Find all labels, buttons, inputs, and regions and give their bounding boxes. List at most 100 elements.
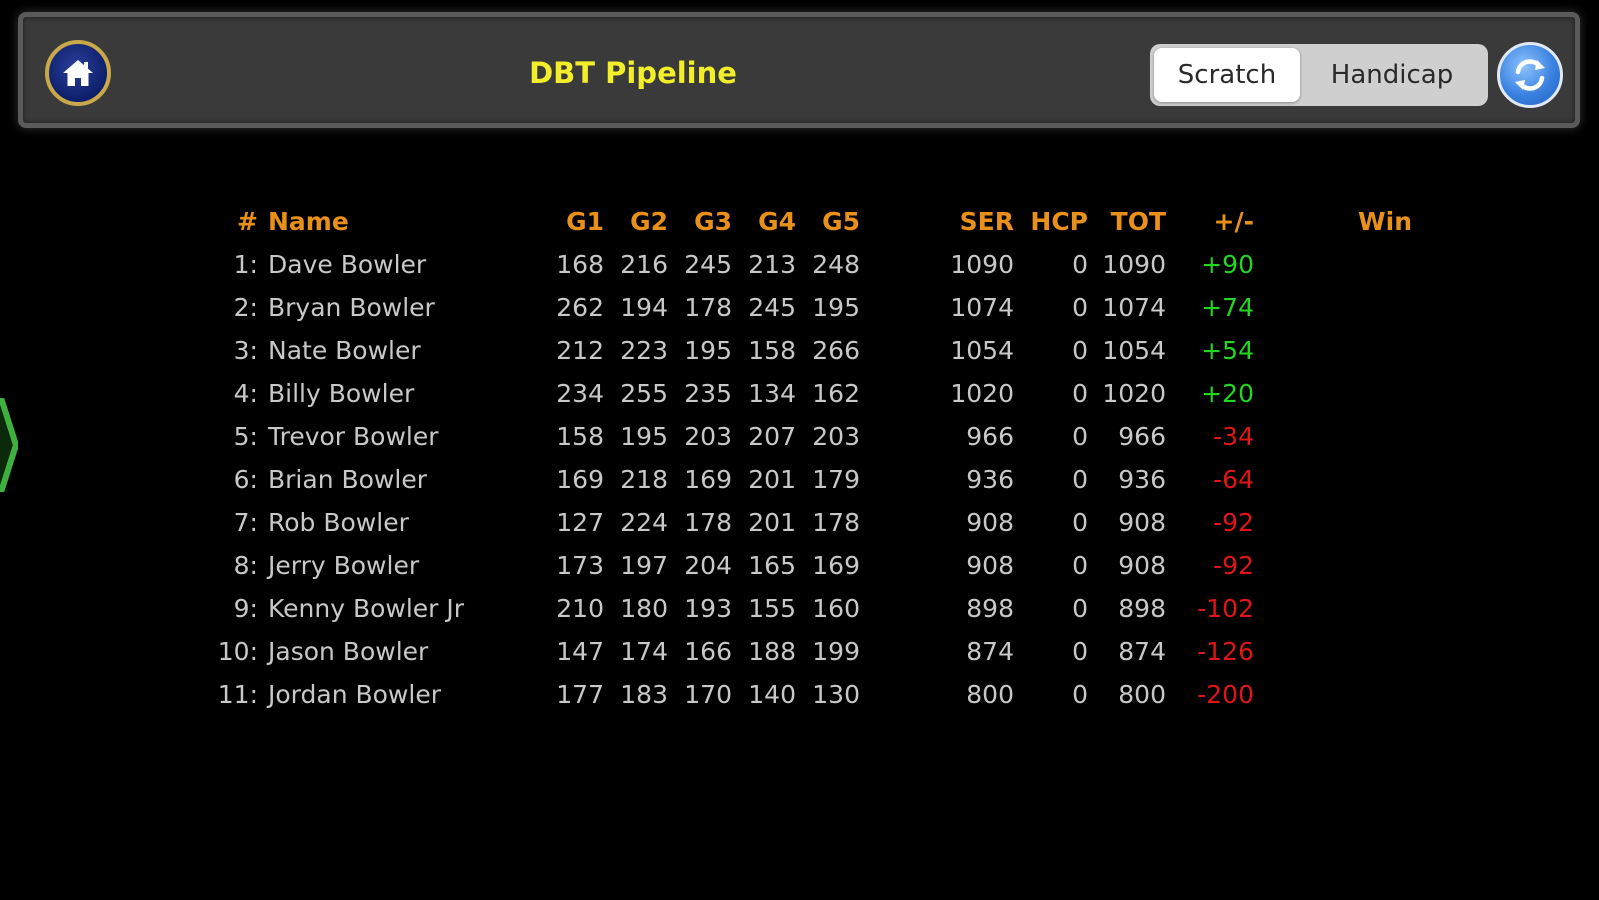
- cell-name: Jerry Bowler: [268, 551, 420, 580]
- cell-tot: 1074: [1102, 293, 1166, 322]
- column-header-g3: G3: [694, 207, 732, 236]
- cell-g3: 204: [684, 551, 732, 580]
- cell-g4: 134: [748, 379, 796, 408]
- cell-g1: 147: [556, 637, 604, 666]
- page-title: DBT Pipeline: [529, 56, 737, 90]
- cell-tot: 800: [1118, 680, 1166, 709]
- table-row[interactable]: 11: Jordan Bowler 177 183 170 140 130 800 0 800 -2…: [0, 673, 1599, 716]
- column-header-hcp: HCP: [1030, 207, 1088, 236]
- table-row[interactable]: 5: Trevor Bowler 158 195 203 207 203 966 0 966 -34: [0, 415, 1599, 458]
- cell-g2: 224: [620, 508, 668, 537]
- cell-g3: 193: [684, 594, 732, 623]
- cell-g5: 179: [812, 465, 860, 494]
- cell-g2: 194: [620, 293, 668, 322]
- cell-g4: 245: [748, 293, 796, 322]
- cell-g2: 197: [620, 551, 668, 580]
- table-row[interactable]: 2: Bryan Bowler 262 194 178 245 195 1074 0 1074 +7…: [0, 286, 1599, 329]
- cell-g1: 234: [556, 379, 604, 408]
- column-header-name: Name: [268, 207, 349, 236]
- cell-hcp: 0: [1072, 594, 1088, 623]
- cell-tot: 1020: [1102, 379, 1166, 408]
- cell-hcp: 0: [1072, 465, 1088, 494]
- cell-tot: 966: [1118, 422, 1166, 451]
- cell-name: Brian Bowler: [268, 465, 427, 494]
- cell-g5: 199: [812, 637, 860, 666]
- cell-g4: 207: [748, 422, 796, 451]
- cell-tot: 898: [1118, 594, 1166, 623]
- cell-g4: 140: [748, 680, 796, 709]
- cell-g3: 166: [684, 637, 732, 666]
- cell-g3: 170: [684, 680, 732, 709]
- table-header: # Name G1 G2 G3 G4 G5 SER HCP TOT +/- Wi…: [0, 200, 1599, 243]
- cell-name: Trevor Bowler: [268, 422, 439, 451]
- cell-tot: 908: [1118, 551, 1166, 580]
- hexagon-icon: [0, 398, 18, 492]
- cell-g1: 177: [556, 680, 604, 709]
- cell-g5: 130: [812, 680, 860, 709]
- table-row[interactable]: 8: Jerry Bowler 173 197 204 165 169 908 0 908 -92: [0, 544, 1599, 587]
- cell-ser: 908: [966, 551, 1014, 580]
- table-row[interactable]: 10: Jason Bowler 147 174 166 188 199 874 0 874 -12…: [0, 630, 1599, 673]
- scoring-mode-toggle[interactable]: Scratch Handicap: [1150, 44, 1488, 106]
- cell-pm: -102: [1197, 594, 1254, 623]
- column-header-rank: #: [237, 207, 258, 236]
- cell-hcp: 0: [1072, 422, 1088, 451]
- column-header-win: Win: [1358, 207, 1412, 236]
- cell-g5: 169: [812, 551, 860, 580]
- cell-g5: 160: [812, 594, 860, 623]
- cell-g2: 183: [620, 680, 668, 709]
- cell-rank: 11:: [217, 680, 258, 709]
- home-icon: [63, 60, 93, 86]
- cell-rank: 10:: [217, 637, 258, 666]
- cell-g3: 195: [684, 336, 732, 365]
- cell-g3: 178: [684, 508, 732, 537]
- cell-g3: 245: [684, 250, 732, 279]
- home-button[interactable]: [45, 40, 111, 106]
- table-row[interactable]: 3: Nate Bowler 212 223 195 158 266 1054 0 1054 +54: [0, 329, 1599, 372]
- cell-rank: 2:: [233, 293, 258, 322]
- cell-ser: 966: [966, 422, 1014, 451]
- cell-tot: 1054: [1102, 336, 1166, 365]
- cell-g1: 212: [556, 336, 604, 365]
- table-row[interactable]: 1: Dave Bowler 168 216 245 213 248 1090 0 1090 +90: [0, 243, 1599, 286]
- cell-g5: 266: [812, 336, 860, 365]
- cell-g4: 201: [748, 508, 796, 537]
- cell-g1: 169: [556, 465, 604, 494]
- table-row[interactable]: 7: Rob Bowler 127 224 178 201 178 908 0 908 -92: [0, 501, 1599, 544]
- top-bar: DBT Pipeline Scratch Handicap: [18, 12, 1580, 128]
- column-header-g4: G4: [758, 207, 796, 236]
- cell-g1: 173: [556, 551, 604, 580]
- cell-pm: -200: [1197, 680, 1254, 709]
- column-header-g1: G1: [566, 207, 604, 236]
- cell-g3: 235: [684, 379, 732, 408]
- cell-g3: 169: [684, 465, 732, 494]
- cell-g2: 195: [620, 422, 668, 451]
- standings-table: # Name G1 G2 G3 G4 G5 SER HCP TOT +/- Wi…: [0, 200, 1599, 740]
- cell-g2: 174: [620, 637, 668, 666]
- cell-name: Dave Bowler: [268, 250, 427, 279]
- cell-pm: -126: [1197, 637, 1254, 666]
- cell-tot: 874: [1118, 637, 1166, 666]
- cell-ser: 1020: [950, 379, 1014, 408]
- cell-name: Bryan Bowler: [268, 293, 435, 322]
- cell-g3: 203: [684, 422, 732, 451]
- cell-name: Jason Bowler: [268, 637, 429, 666]
- cell-rank: 8:: [233, 551, 258, 580]
- cell-tot: 1090: [1102, 250, 1166, 279]
- cell-g4: 155: [748, 594, 796, 623]
- cell-g2: 255: [620, 379, 668, 408]
- scratch-option[interactable]: Scratch: [1154, 48, 1300, 102]
- table-row[interactable]: 9: Kenny Bowler Jr 210 180 193 155 160 898 0 898 -…: [0, 587, 1599, 630]
- cell-g5: 162: [812, 379, 860, 408]
- table-row[interactable]: 6: Brian Bowler 169 218 169 201 179 936 0 936 -64: [0, 458, 1599, 501]
- cell-ser: 1074: [950, 293, 1014, 322]
- cell-hcp: 0: [1072, 379, 1088, 408]
- refresh-button[interactable]: [1497, 42, 1563, 108]
- cell-g1: 210: [556, 594, 604, 623]
- handicap-option[interactable]: Handicap: [1330, 60, 1454, 90]
- table-row[interactable]: 4: Billy Bowler 234 255 235 134 162 1020 0 1020 +2…: [0, 372, 1599, 415]
- cell-hcp: 0: [1072, 250, 1088, 279]
- cell-pm: +90: [1201, 250, 1254, 279]
- cell-g5: 248: [812, 250, 860, 279]
